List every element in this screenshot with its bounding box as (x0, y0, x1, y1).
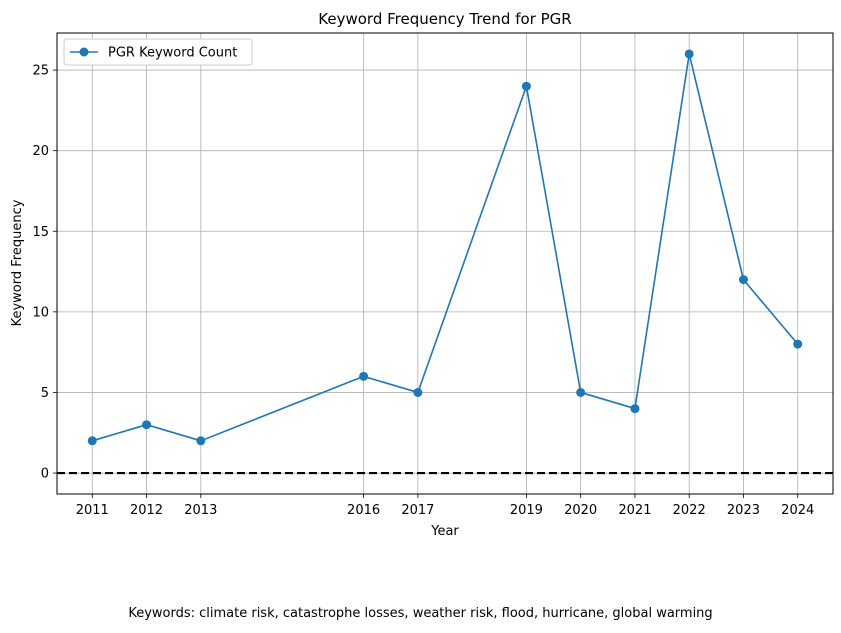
x-tick-label: 2013 (184, 503, 217, 518)
data-point (684, 49, 694, 59)
chart-title: Keyword Frequency Trend for PGR (318, 10, 571, 28)
data-point (793, 339, 803, 349)
data-point (196, 436, 206, 446)
data-point (738, 275, 748, 285)
x-tick-label: 2019 (510, 503, 543, 518)
data-point (630, 404, 640, 414)
data-point (142, 420, 152, 430)
series-layer (87, 49, 803, 446)
keywords-footnote: Keywords: climate risk, catastrophe loss… (128, 606, 713, 621)
x-tick-label: 2016 (347, 503, 380, 518)
legend-entry-label: PGR Keyword Count (108, 46, 237, 61)
y-tick-label: 20 (32, 144, 49, 159)
y-tick-label: 25 (32, 64, 49, 79)
plot-frame (56, 32, 834, 495)
x-tick-label: 2020 (564, 503, 597, 518)
y-tick-label: 15 (32, 225, 49, 240)
data-point (87, 436, 97, 446)
grid-lines (57, 33, 833, 494)
data-point (576, 387, 586, 397)
line-chart: 2011 2012 2013 2016 2017 2019 2020 2021 2022 2023… (10, 10, 834, 539)
data-point (413, 387, 423, 397)
axis-ticks: 2011 2012 2013 2016 2017 2019 2020 2021 2022 2023… (32, 64, 814, 518)
x-tick-label: 2017 (401, 503, 434, 518)
x-tick-label: 2021 (618, 503, 651, 518)
data-point (359, 371, 369, 381)
y-tick-label: 0 (41, 467, 49, 482)
y-tick-label: 10 (32, 305, 49, 320)
x-tick-label: 2011 (76, 503, 109, 518)
y-axis-label: Keyword Frequency (10, 199, 25, 326)
x-tick-label: 2024 (781, 503, 814, 518)
x-axis-label: Year (430, 524, 459, 539)
legend-point-marker (79, 47, 89, 57)
legend: PGR Keyword Count (63, 38, 253, 66)
x-tick-label: 2023 (727, 503, 760, 518)
legend-box (63, 38, 253, 66)
x-tick-label: 2012 (130, 503, 163, 518)
y-tick-label: 5 (41, 386, 49, 401)
x-tick-label: 2022 (673, 503, 706, 518)
data-point (521, 81, 531, 91)
